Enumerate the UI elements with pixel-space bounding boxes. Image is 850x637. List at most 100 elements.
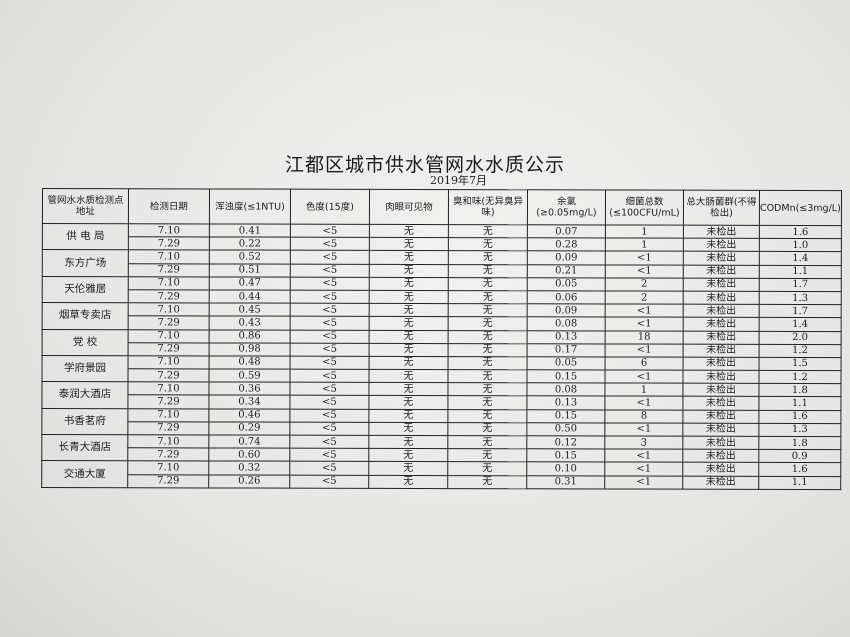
table-cell: 无 [447, 461, 527, 476]
site-name: 交通大厦 [41, 460, 128, 488]
table-cell: 无 [448, 356, 528, 370]
site-name: 泰润大酒店 [41, 381, 128, 409]
table-cell: 无 [368, 382, 448, 397]
table-cell: 无 [448, 343, 528, 357]
table-cell: 7.29 [128, 263, 210, 277]
table-cell: <1 [605, 317, 684, 331]
table-cell: 0.50 [526, 422, 605, 436]
table-cell: <5 [289, 369, 370, 383]
table-cell: 未检出 [683, 357, 760, 371]
table-cell: 0.46 [208, 408, 290, 422]
table-cell: 无 [447, 475, 527, 489]
table-cell: <1 [604, 462, 683, 476]
table-cell: 0.15 [526, 409, 605, 423]
table-cell: 无 [369, 356, 449, 370]
table-cell: 无 [369, 277, 449, 291]
table-cell: 7.10 [127, 408, 209, 422]
table-cell: 无 [448, 250, 528, 265]
table-cell: 未检出 [683, 291, 760, 305]
table-cell: 0.34 [208, 395, 290, 409]
table-cell: 0.05 [527, 356, 606, 371]
table-cell: 无 [369, 290, 449, 304]
table-cell: <5 [289, 421, 369, 436]
table-cell: <1 [605, 264, 684, 278]
table-cell: 0.08 [527, 317, 606, 331]
column-header: 肉眼可见物 [369, 189, 449, 225]
table-cell: 0.05 [527, 277, 606, 291]
table-cell: 无 [448, 316, 528, 331]
table-cell: 无 [369, 343, 449, 357]
table-cell: 0.59 [208, 369, 291, 383]
table-cell: <5 [289, 461, 369, 475]
table-cell: 0.51 [209, 263, 291, 277]
table-cell: 7.29 [127, 421, 209, 435]
table-cell: 1.0 [759, 238, 842, 252]
table-cell: 1.1 [758, 475, 841, 490]
table-cell: 无 [369, 316, 449, 331]
column-header: 总大肠菌群(不得检出) [683, 190, 760, 226]
table-cell: 无 [447, 369, 528, 384]
table-cell: <1 [605, 251, 684, 265]
table-cell: 无 [368, 395, 448, 410]
table-cell: 0.12 [526, 435, 605, 450]
table-cell: 无 [447, 382, 527, 397]
table-cell: 7.29 [127, 395, 209, 409]
table-cell: 0.47 [209, 276, 291, 291]
table-cell: 1.8 [758, 436, 841, 450]
table-cell: 无 [369, 224, 449, 238]
document-subtitle: 2019年7月 [430, 174, 487, 187]
table-cell: 1.1 [759, 264, 842, 279]
site-name: 党 校 [42, 329, 129, 356]
table-cell: 1.2 [758, 370, 841, 384]
table-cell: 未检出 [683, 264, 760, 279]
table-cell: 无 [368, 474, 448, 489]
table-cell: 7.10 [128, 250, 210, 264]
table-cell: <5 [289, 448, 369, 462]
table-cell: 无 [448, 303, 528, 318]
table-cell: 0.43 [209, 316, 291, 330]
table-cell: 7.10 [128, 355, 210, 370]
site-name: 书香茗府 [41, 408, 128, 435]
table-cell: 无 [448, 237, 528, 252]
table-cell: 0.44 [209, 289, 291, 304]
table-cell: 1.6 [758, 410, 841, 424]
table-cell: 未检出 [683, 251, 760, 265]
site-name: 天伦雅居 [42, 276, 129, 303]
table-cell: 0.13 [527, 330, 606, 344]
table-cell: 未检出 [682, 475, 759, 490]
column-header: 臭和味(无异臭异味) [448, 189, 528, 225]
table-cell: <5 [290, 237, 370, 251]
table-cell: 无 [447, 448, 527, 463]
table-cell: 1.5 [759, 357, 841, 371]
table-cell: 7.29 [128, 342, 210, 356]
table-cell: 1.1 [758, 396, 841, 411]
table-cell: 无 [369, 237, 449, 251]
table-cell: <1 [604, 370, 684, 384]
table-cell: 1 [605, 224, 684, 239]
table-cell: 无 [448, 264, 528, 278]
table-cell: 0.31 [526, 475, 605, 489]
table-cell: 0.98 [209, 342, 291, 357]
table-cell: <1 [604, 396, 683, 410]
table-cell: 未检出 [682, 436, 759, 450]
table-cell: 0.06 [527, 290, 606, 305]
table-cell: <5 [290, 263, 370, 278]
table-cell: 7.10 [127, 434, 209, 449]
table-cell: 未检出 [683, 277, 760, 292]
column-header: 检测日期 [128, 188, 210, 224]
site-name: 烟草专卖店 [42, 302, 129, 330]
table-cell: 6 [605, 356, 684, 371]
site-name: 供 电 局 [42, 223, 129, 251]
table-cell: 0.60 [208, 448, 290, 462]
table-cell: 0.26 [208, 474, 290, 488]
table-cell: 无 [447, 422, 527, 436]
table-cell: 无 [368, 435, 448, 449]
table-cell: 未检出 [682, 370, 760, 384]
table-cell: 1 [605, 238, 684, 252]
table-cell: 0.13 [526, 396, 605, 410]
table-cell: 未检出 [682, 396, 759, 411]
column-header: 浑浊度(≤1NTU) [209, 188, 291, 225]
table-cell: 0.09 [527, 303, 606, 318]
column-header: 细菌总数(≤100CFU/mL) [605, 189, 684, 226]
table-cell: <5 [289, 408, 369, 423]
